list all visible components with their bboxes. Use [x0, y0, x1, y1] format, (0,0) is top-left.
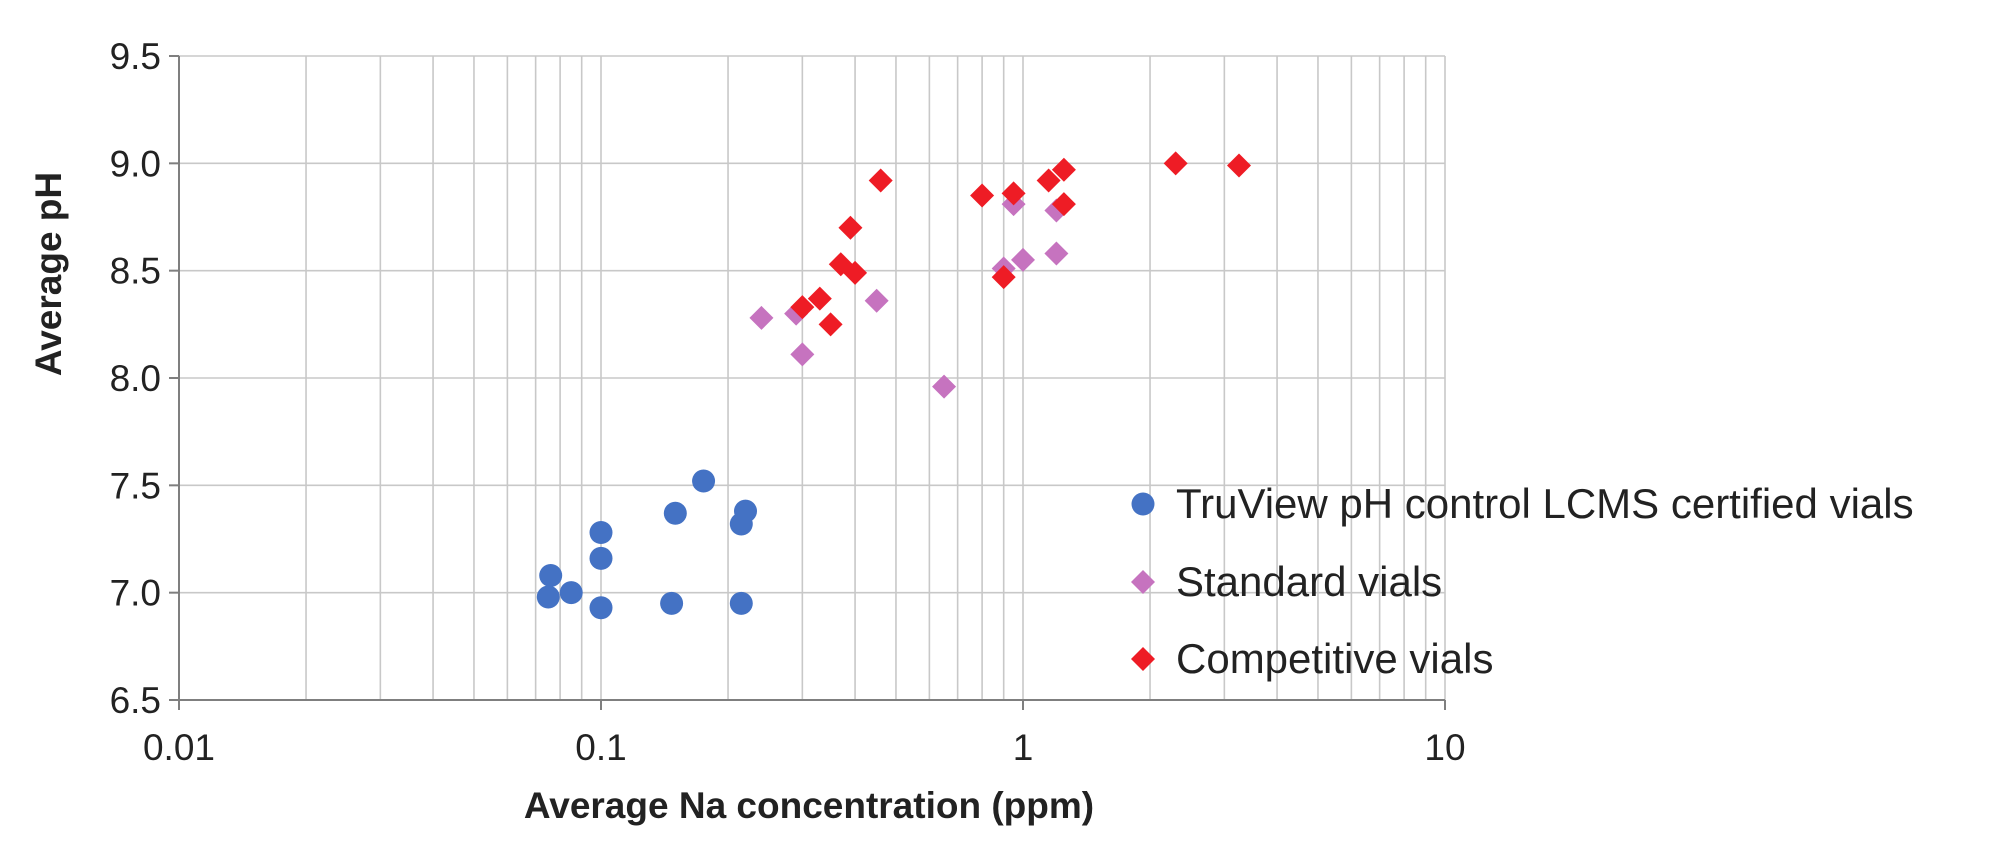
- data-point: [1044, 241, 1069, 266]
- data-point: [589, 596, 613, 620]
- x-tick-label: 0.01: [143, 727, 215, 768]
- x-tick-labels: 0.01 0.1 1 10: [143, 727, 1466, 768]
- series-standard-vials: [749, 192, 1069, 399]
- data-point: [729, 512, 753, 536]
- data-point: [536, 585, 560, 609]
- y-tick-label: 8.5: [110, 251, 161, 292]
- y-tick-label: 9.5: [110, 36, 161, 77]
- legend-label: Competitive vials: [1176, 635, 1493, 682]
- data-point: [1163, 151, 1188, 176]
- data-point: [539, 563, 563, 587]
- data-point: [790, 342, 815, 367]
- data-point: [864, 288, 889, 313]
- data-point: [932, 374, 957, 399]
- data-point: [807, 286, 832, 311]
- data-point: [660, 591, 684, 615]
- data-point: [790, 295, 815, 320]
- x-axis-title: Average Na concentration (ppm): [524, 785, 1094, 826]
- y-tick-labels: 6.5 7.0 7.5 8.0 8.5 9.0 9.5: [110, 36, 161, 721]
- data-point: [559, 581, 583, 605]
- data-point: [1036, 168, 1061, 193]
- data-point: [589, 546, 613, 570]
- data-point: [1227, 153, 1252, 178]
- data-point: [838, 215, 863, 240]
- x-tick-label: 0.1: [575, 727, 626, 768]
- axes: [169, 55, 1446, 710]
- data-point: [729, 591, 753, 615]
- y-tick-label: 7.0: [110, 573, 161, 614]
- data-point: [843, 260, 868, 285]
- data-point: [1051, 157, 1076, 182]
- y-tick-label: 7.5: [110, 465, 161, 506]
- data-point: [692, 469, 716, 493]
- data-point: [1051, 192, 1076, 217]
- legend-label: TruView pH control LCMS certified vials: [1176, 480, 1914, 527]
- y-axis-title: Average pH: [28, 172, 69, 376]
- legend-marker: [1131, 647, 1155, 671]
- y-tick-label: 6.5: [110, 680, 161, 721]
- data-point: [663, 501, 687, 525]
- data-point: [1001, 181, 1026, 206]
- data-point: [1011, 247, 1035, 272]
- data-point: [589, 521, 613, 545]
- x-tick-label: 1: [1013, 727, 1034, 768]
- y-tick-label: 9.0: [110, 143, 161, 184]
- data-point: [818, 312, 843, 337]
- data-points: [536, 151, 1252, 620]
- y-tick-label: 8.0: [110, 358, 161, 399]
- data-point: [749, 305, 774, 330]
- data-point: [991, 265, 1016, 290]
- legend-marker: [1131, 570, 1155, 594]
- legend-label: Standard vials: [1176, 558, 1442, 605]
- legend-marker: [1131, 492, 1155, 516]
- data-point: [868, 168, 893, 193]
- legend: TruView pH control LCMS certified vials S…: [1131, 480, 1914, 682]
- data-point: [970, 183, 995, 208]
- series-truview-ph-control-lcms-certified-vials: [536, 469, 758, 620]
- x-tick-label: 10: [1424, 727, 1465, 768]
- series-competitive-vials: [790, 151, 1252, 337]
